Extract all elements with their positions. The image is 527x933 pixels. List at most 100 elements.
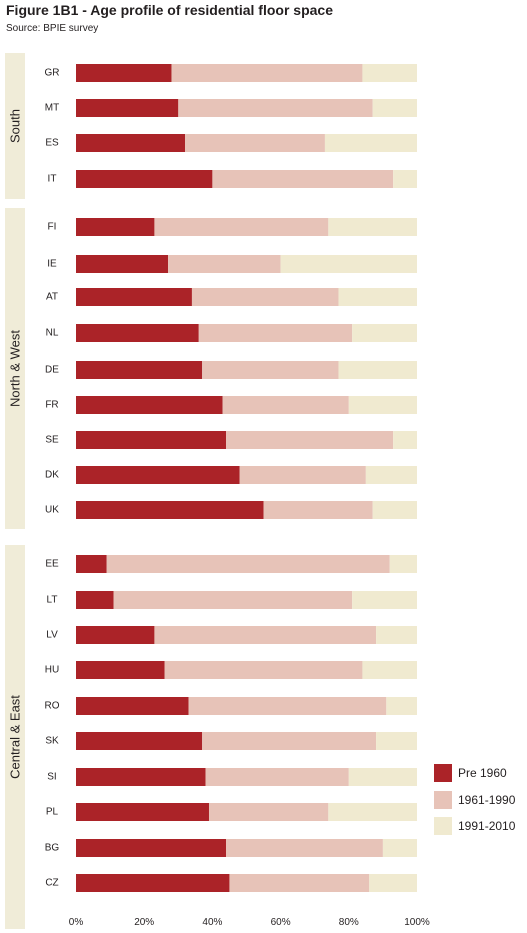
x-axis: 0% 20% 40% 60% 80% 100% — [69, 917, 430, 928]
legend-swatch-2 — [434, 791, 452, 809]
chart-source: Source: BPIE survey — [6, 23, 99, 34]
bar-cz-series-2 — [229, 874, 370, 892]
x-tick-label: 40% — [202, 917, 222, 928]
bar-hu-series-1 — [76, 661, 165, 679]
bar-ee-series-2 — [106, 555, 390, 573]
bar-it-series-2 — [212, 170, 394, 188]
bar-mt-series-2 — [178, 99, 373, 117]
category-label-uk: UK — [45, 505, 59, 516]
category-label-hu: HU — [45, 665, 59, 676]
bar-gr-series-1 — [76, 64, 172, 82]
category-label-bg: BG — [45, 843, 60, 854]
group-bands: South North & West Central & East — [5, 53, 25, 929]
bar-lt-series-1 — [76, 591, 114, 609]
bar-de-series-1 — [76, 361, 203, 379]
bar-de-series-3 — [338, 361, 417, 379]
bar-ro-series-1 — [76, 697, 189, 715]
bar-bg-series-3 — [382, 839, 417, 857]
bar-at-series-3 — [338, 288, 417, 306]
legend: Pre 1960 1961-1990 1991-2010 — [434, 764, 516, 835]
chart-title: Figure 1B1 - Age profile of residential … — [6, 2, 333, 18]
bar-ee-series-1 — [76, 555, 107, 573]
category-label-fr: FR — [45, 400, 58, 411]
bar-hu-series-3 — [362, 661, 417, 679]
x-tick-label: 20% — [134, 917, 154, 928]
bar-se-series-3 — [393, 431, 417, 449]
bar-lt-series-3 — [352, 591, 417, 609]
legend-label-1: Pre 1960 — [458, 766, 507, 780]
legend-label-2: 1961-1990 — [458, 793, 516, 807]
bar-fr-series-3 — [348, 396, 417, 414]
bar-fi-series-3 — [328, 218, 417, 236]
group-band-central-east — [5, 545, 25, 929]
bar-dk-series-2 — [239, 466, 366, 484]
bar-es-series-2 — [185, 134, 325, 152]
category-label-at: AT — [46, 292, 58, 303]
bar-ee-series-3 — [389, 555, 417, 573]
x-tick-label: 80% — [339, 917, 359, 928]
bar-fi-series-2 — [154, 218, 329, 236]
category-labels: GR MT ES IT FI IE AT NL DE FR SE DK UK EE LT LV HU RO SK SI… — [45, 68, 60, 889]
bar-se-series-2 — [226, 431, 394, 449]
category-label-sk: SK — [45, 736, 59, 747]
bar-hu-series-2 — [164, 661, 363, 679]
bar-es-series-1 — [76, 134, 186, 152]
bar-si-series-1 — [76, 768, 206, 786]
bar-pl-series-3 — [328, 803, 417, 821]
bar-sk-series-1 — [76, 732, 203, 750]
bar-ie-series-3 — [280, 255, 417, 273]
group-band-north-west — [5, 208, 25, 529]
bar-bg-series-1 — [76, 839, 227, 857]
legend-label-3: 1991-2010 — [458, 819, 516, 833]
bar-lv-series-2 — [154, 626, 377, 644]
bar-it-series-3 — [393, 170, 417, 188]
bars — [76, 64, 417, 892]
category-label-ee: EE — [45, 559, 59, 570]
category-label-nl: NL — [46, 328, 59, 339]
bar-lt-series-2 — [113, 591, 353, 609]
category-label-de: DE — [45, 365, 59, 376]
bar-ie-series-2 — [168, 255, 281, 273]
legend-swatch-3 — [434, 817, 452, 835]
bar-nl-series-2 — [198, 324, 353, 342]
bar-es-series-3 — [324, 134, 417, 152]
category-label-si: SI — [47, 772, 56, 783]
bar-fr-series-1 — [76, 396, 223, 414]
bar-ro-series-2 — [188, 697, 387, 715]
group-label-central-east: Central & East — [8, 695, 23, 779]
bar-si-series-3 — [348, 768, 417, 786]
bar-sk-series-2 — [202, 732, 377, 750]
group-label-south: South — [8, 109, 23, 143]
x-tick-label: 100% — [404, 917, 430, 928]
bar-mt-series-3 — [372, 99, 417, 117]
bar-de-series-2 — [202, 361, 339, 379]
category-label-lv: LV — [46, 630, 58, 641]
bar-lv-series-1 — [76, 626, 155, 644]
bar-nl-series-1 — [76, 324, 199, 342]
bar-gr-series-3 — [362, 64, 417, 82]
bar-ro-series-3 — [386, 697, 417, 715]
bar-uk-series-1 — [76, 501, 264, 519]
category-label-es: ES — [45, 138, 59, 149]
bar-at-series-2 — [191, 288, 339, 306]
bar-it-series-1 — [76, 170, 213, 188]
category-label-ie: IE — [47, 259, 57, 270]
bar-sk-series-3 — [376, 732, 417, 750]
legend-swatch-1 — [434, 764, 452, 782]
bar-dk-series-1 — [76, 466, 240, 484]
bar-si-series-2 — [205, 768, 349, 786]
bar-mt-series-1 — [76, 99, 179, 117]
bar-fr-series-2 — [222, 396, 349, 414]
bar-at-series-1 — [76, 288, 192, 306]
bar-fi-series-1 — [76, 218, 155, 236]
bar-ie-series-1 — [76, 255, 169, 273]
bar-cz-series-1 — [76, 874, 230, 892]
category-label-it: IT — [48, 174, 57, 185]
bar-cz-series-3 — [369, 874, 417, 892]
bar-pl-series-2 — [208, 803, 329, 821]
bar-uk-series-2 — [263, 501, 373, 519]
bar-bg-series-2 — [226, 839, 383, 857]
category-label-lt: LT — [47, 595, 58, 606]
category-label-ro: RO — [45, 701, 60, 712]
